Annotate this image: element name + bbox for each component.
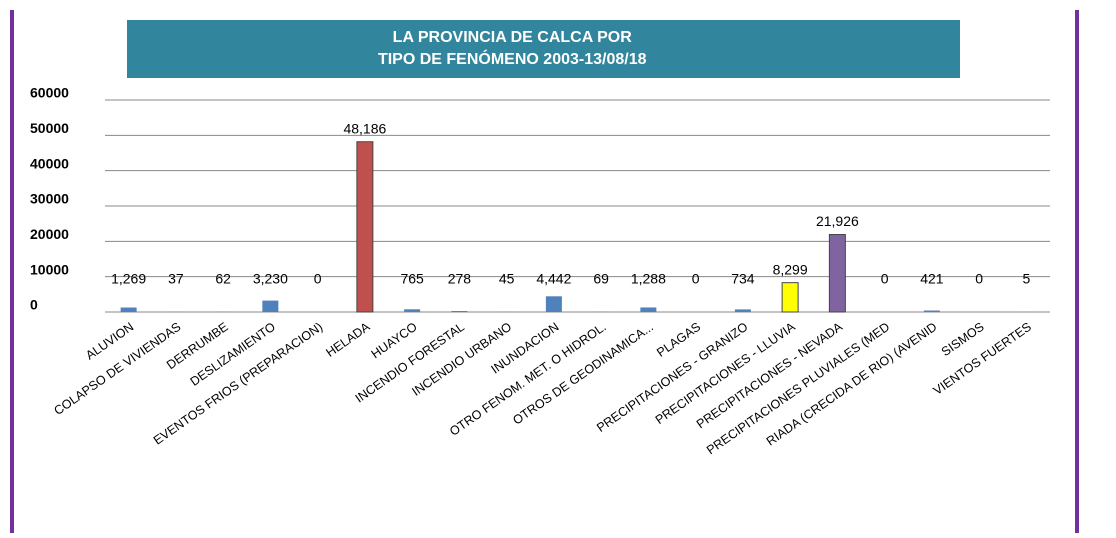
value-label: 3,230 bbox=[253, 271, 288, 287]
value-label: 45 bbox=[499, 271, 515, 287]
bar bbox=[404, 309, 420, 312]
y-tick-label: 50000 bbox=[30, 120, 69, 136]
y-tick-label: 40000 bbox=[30, 155, 69, 171]
value-label: 278 bbox=[448, 271, 472, 287]
value-label: 69 bbox=[593, 271, 609, 287]
bar bbox=[121, 308, 137, 312]
bar bbox=[735, 309, 751, 312]
bar bbox=[782, 283, 798, 312]
value-label: 765 bbox=[400, 271, 424, 287]
value-label: 1,288 bbox=[631, 271, 666, 287]
bar bbox=[357, 142, 373, 312]
bar bbox=[924, 311, 940, 312]
bar bbox=[829, 235, 845, 312]
value-label: 734 bbox=[731, 271, 755, 287]
x-tick-label: HELADA bbox=[323, 319, 373, 360]
value-label: 5 bbox=[1022, 271, 1030, 287]
bar bbox=[451, 311, 467, 312]
value-label: 37 bbox=[168, 271, 184, 287]
value-label: 0 bbox=[314, 271, 322, 287]
value-label: 1,269 bbox=[111, 271, 146, 287]
x-tick-label: RIADA (CRECIDA DE RIO) (AVENID bbox=[764, 320, 940, 449]
y-tick-label: 10000 bbox=[30, 261, 69, 277]
bar bbox=[262, 301, 278, 312]
value-label: 21,926 bbox=[816, 213, 859, 229]
value-label: 0 bbox=[975, 271, 983, 287]
y-tick-label: 0 bbox=[30, 297, 38, 313]
bar bbox=[546, 296, 562, 312]
value-label: 0 bbox=[692, 271, 700, 287]
value-label: 48,186 bbox=[343, 120, 386, 136]
value-label: 8,299 bbox=[773, 261, 808, 277]
value-label: 421 bbox=[920, 271, 944, 287]
x-tick-label: EVENTOS FRIOS (PREPARACION) bbox=[151, 320, 325, 448]
y-tick-label: 20000 bbox=[30, 226, 69, 242]
value-label: 0 bbox=[881, 271, 889, 287]
value-label: 62 bbox=[215, 271, 231, 287]
bar bbox=[640, 307, 656, 312]
y-tick-label: 30000 bbox=[30, 191, 69, 207]
value-label: 4,442 bbox=[536, 271, 571, 287]
y-tick-label: 60000 bbox=[30, 85, 69, 101]
